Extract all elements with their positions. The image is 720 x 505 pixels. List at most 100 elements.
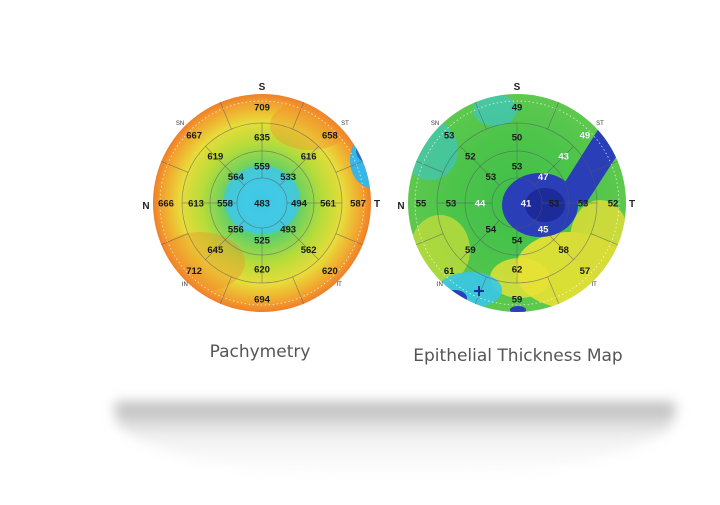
orient-superior: S [259, 82, 266, 93]
ring3-value: 49 [512, 102, 523, 113]
ring2-value: 645 [207, 245, 224, 256]
ring3-value: 53 [444, 130, 455, 141]
epithelial-color-patches [408, 94, 626, 312]
grid-spoke [534, 220, 574, 260]
grid-spoke-outer [161, 233, 189, 246]
grid-spoke-outer [292, 102, 305, 130]
grid-spoke [460, 220, 500, 260]
orient-superotemporal: ST [341, 121, 349, 127]
grid-spoke-outer [161, 160, 189, 173]
grid-spoke [205, 220, 245, 260]
ring3-value: 49 [580, 130, 591, 141]
epithelial-map: 41 53 47 53 45 54 54 44 53 50 43 53 58 62 59 53 52 49 49 52… [397, 82, 635, 312]
ring2-value: 53 [446, 198, 457, 209]
ring3-value: 667 [186, 130, 202, 141]
orient-superotemporal: ST [596, 121, 604, 127]
grid-spoke-outer [590, 233, 618, 246]
ring3-value: 709 [254, 102, 270, 113]
ring2-value: 562 [301, 245, 317, 256]
epithelial-caption: Epithelial Thickness Map [413, 346, 623, 366]
ring1-value: 494 [291, 198, 308, 209]
pachymetry-grid [159, 100, 365, 306]
orient-superonasal: SN [176, 121, 184, 127]
grid-spoke [460, 146, 500, 186]
ring2-value: 50 [512, 132, 523, 143]
ring1-value: 53 [486, 172, 497, 183]
ring1-value: 525 [254, 235, 271, 246]
orient-nasal: N [397, 201, 404, 212]
ring3-value: 694 [254, 294, 271, 305]
ring2-value: 561 [320, 198, 337, 209]
grid-spoke-outer [335, 233, 363, 246]
grid-spoke-outer [416, 160, 444, 173]
grid-spoke [205, 146, 245, 186]
ring3-value: 658 [322, 130, 338, 141]
ring3-value: 52 [608, 198, 619, 209]
ring2-value: 619 [207, 152, 223, 163]
ring3-value: 61 [444, 266, 455, 277]
orient-inferonasal: IN [182, 282, 188, 288]
orient-inferotemporal: IT [592, 282, 598, 288]
ring3-value: 55 [416, 198, 427, 209]
orient-temporal: T [374, 199, 380, 210]
grid-spoke-outer [474, 102, 487, 130]
ring1-value: 564 [228, 172, 245, 183]
grid-spoke-outer [219, 102, 232, 130]
ring1-value: 558 [217, 198, 233, 209]
orient-temporal: T [629, 199, 635, 210]
ring3-value: 587 [350, 198, 366, 209]
ring2-value: 43 [558, 152, 569, 163]
grid-spoke [279, 146, 319, 186]
ring1-value: 493 [280, 224, 296, 235]
ring2-value: 58 [558, 245, 569, 256]
epithelial-grid [414, 100, 620, 306]
cross-marker [474, 286, 484, 296]
ring1-value: 45 [538, 224, 549, 235]
ring1-value: 533 [280, 172, 296, 183]
grid-outer-dotted-ring [159, 100, 365, 306]
ring1-value: 559 [254, 161, 270, 172]
epithelial-values: 41 53 47 53 45 54 54 44 53 50 43 53 58 62 59 53 52 49 49 52… [416, 102, 619, 305]
ring2-value: 52 [465, 152, 476, 163]
ring3-value: 57 [580, 266, 591, 277]
orient-nasal: N [142, 201, 149, 212]
ring3-value: 712 [186, 266, 202, 277]
grid-outer-dotted-ring [414, 100, 620, 306]
orient-superonasal: SN [431, 121, 439, 127]
orient-superior: S [514, 82, 521, 93]
ring3-value: 59 [512, 294, 523, 305]
pachymetry-values: 483 559 533 494 493 525 556 558 564 635 616 561 562 6… [158, 102, 366, 305]
pachymetry-map: 483 559 533 494 493 525 556 558 564 635 616 561 562 6… [142, 82, 380, 312]
ring2-value: 53 [578, 198, 589, 209]
center-value: 41 [521, 198, 532, 209]
grid-spoke [534, 146, 574, 186]
grid-spoke-outer [547, 102, 560, 130]
orient-inferonasal: IN [437, 282, 443, 288]
ring1-value: 556 [228, 224, 244, 235]
ring2-value: 59 [465, 245, 476, 256]
grid-spoke-outer [335, 160, 363, 173]
center-value: 483 [254, 198, 270, 209]
ring1-value: 54 [486, 224, 497, 235]
pachymetry-caption: Pachymetry [209, 342, 311, 362]
ring1-value: 53 [549, 198, 560, 209]
ring1-value: 53 [512, 161, 523, 172]
ring1-value: 44 [475, 198, 486, 209]
grid-spoke-outer [547, 276, 560, 304]
grid-spoke-outer [219, 276, 232, 304]
ring2-value: 613 [188, 198, 204, 209]
orient-inferotemporal: IT [337, 282, 343, 288]
ring3-value: 666 [158, 198, 174, 209]
ring3-value: 620 [322, 266, 338, 277]
grid-spoke-outer [292, 276, 305, 304]
ring2-value: 616 [301, 152, 317, 163]
ring1-value: 47 [538, 172, 549, 183]
ring2-value: 62 [512, 264, 523, 275]
ring2-value: 620 [254, 264, 270, 275]
ring1-value: 54 [512, 235, 523, 246]
ring2-value: 635 [254, 132, 271, 143]
